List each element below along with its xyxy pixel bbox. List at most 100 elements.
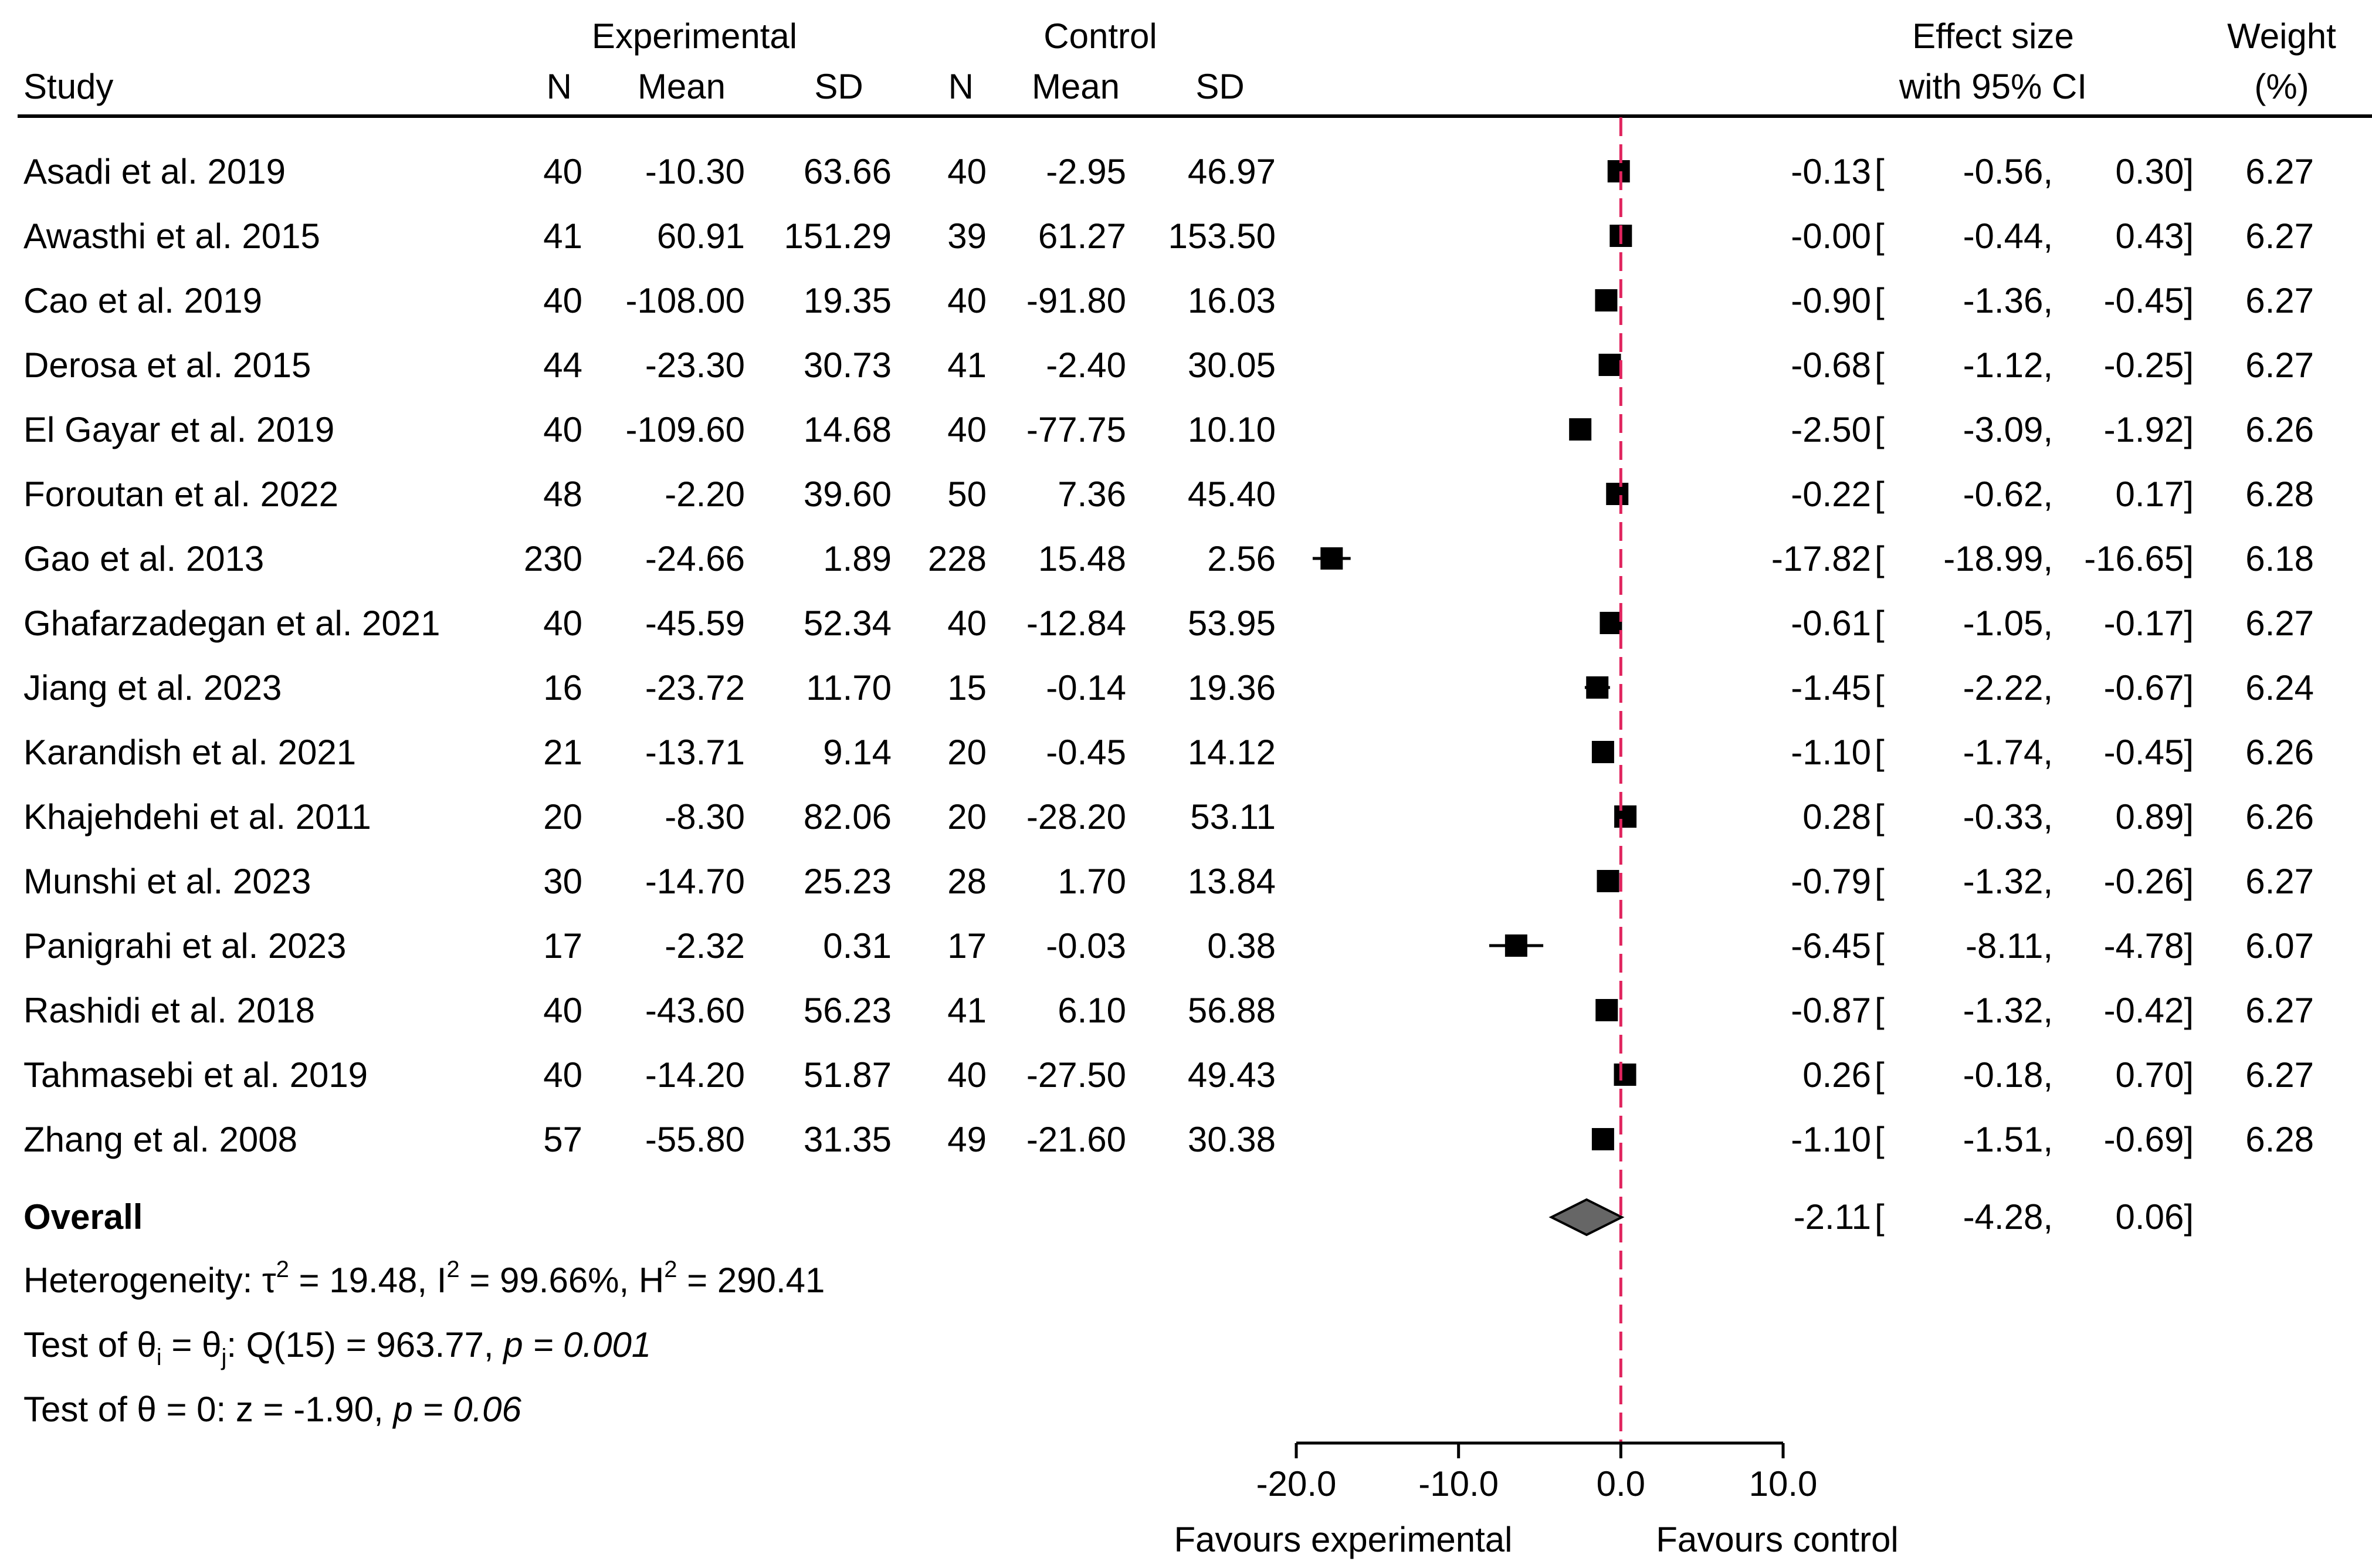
- ctl-sd: 19.36: [1188, 668, 1276, 707]
- table-header: Experimental Control Effect size Weight …: [18, 16, 2372, 118]
- effect-marker: [1591, 1128, 1614, 1150]
- ci-bracket: [: [1875, 539, 1885, 578]
- overall-row: Overall -2.11 [ -4.28, 0.06]: [23, 1197, 2194, 1237]
- study-name: Awasthi et al. 2015: [23, 216, 320, 256]
- exp-sd: 9.14: [823, 733, 892, 772]
- effect-marker: [1591, 741, 1614, 763]
- effect-size: -0.79: [1791, 862, 1871, 901]
- overall-diamond: [1548, 1198, 1625, 1237]
- table-row: Ghafarzadegan et al. 2021 40 -45.59 52.34 40…: [23, 604, 2314, 643]
- ci-bracket: [: [1875, 797, 1885, 837]
- effect-marker: [1320, 547, 1343, 570]
- table-row: Karandish et al. 2021 21 -13.71 9.14 20 -0.45…: [23, 733, 2314, 772]
- ci-lower: -1.51,: [1963, 1120, 2053, 1159]
- overall-effect-test: Test of θ = 0: z = -1.90, p = 0.06: [23, 1390, 522, 1429]
- study-name: Rashidi et al. 2018: [23, 991, 315, 1030]
- effect-marker: [1504, 934, 1527, 957]
- weight: 6.28: [2245, 475, 2314, 514]
- table-row: Gao et al. 2013 230 -24.66 1.89 228 15.48 2.56…: [23, 539, 2314, 578]
- ci-upper: 0.70]: [2116, 1055, 2194, 1095]
- exp-n: 40: [543, 410, 582, 449]
- ctl-sd: 30.05: [1188, 346, 1276, 385]
- ctl-mean: -28.20: [1026, 797, 1126, 837]
- ctl-mean: 7.36: [1058, 475, 1126, 514]
- exp-mean: -10.30: [645, 152, 745, 191]
- exp-n: 48: [543, 475, 582, 514]
- ctl-n: 28: [947, 862, 987, 901]
- ctl-mean: -2.95: [1046, 152, 1126, 191]
- ctl-mean: 1.70: [1058, 862, 1126, 901]
- x-axis: -20.0 -10.0 0.0 10.0 Favours experimental Fav…: [1174, 1441, 1899, 1559]
- table-row: Asadi et al. 2019 40 -10.30 63.66 40 -2.95 46.…: [23, 152, 2314, 191]
- ctl-sd: 13.84: [1188, 862, 1276, 901]
- ctl-n: 228: [928, 539, 987, 578]
- ctl-n: 20: [947, 733, 987, 772]
- ci-upper: -0.45]: [2104, 733, 2194, 772]
- exp-n: 40: [543, 1055, 582, 1095]
- weight: 6.18: [2245, 539, 2314, 578]
- exp-n: 40: [543, 281, 582, 320]
- exp-n: 230: [524, 539, 582, 578]
- ci-lower: -1.05,: [1963, 604, 2053, 643]
- ctl-sd: 16.03: [1188, 281, 1276, 320]
- header-effect-size: Effect size: [1912, 16, 2074, 56]
- exp-n: 21: [543, 733, 582, 772]
- ctl-mean: -27.50: [1026, 1055, 1126, 1095]
- study-rows: Asadi et al. 2019 40 -10.30 63.66 40 -2.95 46.…: [23, 152, 2314, 1159]
- ci-lower: -18.99,: [1943, 539, 2053, 578]
- ci-upper: -1.92]: [2104, 410, 2194, 449]
- effect-size: -0.22: [1791, 475, 1871, 514]
- overall-label: Overall: [23, 1197, 143, 1237]
- study-name: Cao et al. 2019: [23, 281, 262, 320]
- effect-size: -6.45: [1791, 926, 1871, 966]
- effect-marker: [1595, 289, 1618, 311]
- exp-sd: 56.23: [804, 991, 892, 1030]
- exp-sd: 11.70: [806, 668, 892, 707]
- exp-n: 40: [543, 604, 582, 643]
- ctl-sd: 10.10: [1188, 410, 1276, 449]
- header-ctl-mean: Mean: [1032, 67, 1120, 106]
- ci-upper: -0.45]: [2104, 281, 2194, 320]
- table-row: Foroutan et al. 2022 48 -2.20 39.60 50 7.36 45…: [23, 475, 2314, 514]
- study-name: Foroutan et al. 2022: [23, 475, 338, 514]
- ctl-n: 41: [947, 991, 987, 1030]
- exp-n: 16: [543, 668, 582, 707]
- ctl-n: 20: [947, 797, 987, 837]
- exp-n: 20: [543, 797, 582, 837]
- study-name: Munshi et al. 2023: [23, 862, 311, 901]
- exp-mean: -45.59: [645, 604, 745, 643]
- exp-mean: -14.70: [645, 862, 745, 901]
- effect-size: -0.13: [1791, 152, 1871, 191]
- table-row: Awasthi et al. 2015 41 60.91 151.29 39 61.27 1…: [23, 216, 2314, 256]
- ci-bracket: [: [1875, 991, 1885, 1030]
- header-weight-pct: (%): [2254, 67, 2309, 106]
- header-exp-mean: Mean: [638, 67, 726, 106]
- effect-size: -2.50: [1791, 410, 1871, 449]
- exp-mean: -8.30: [665, 797, 745, 837]
- ctl-sd: 53.95: [1188, 604, 1276, 643]
- header-ctl-n: N: [948, 67, 974, 106]
- ci-upper: -0.69]: [2104, 1120, 2194, 1159]
- ctl-mean: -0.45: [1046, 733, 1126, 772]
- study-name: Jiang et al. 2023: [23, 668, 282, 707]
- effect-size: -0.90: [1791, 281, 1871, 320]
- exp-mean: -14.20: [645, 1055, 745, 1095]
- ctl-sd: 2.56: [1207, 539, 1276, 578]
- ci-bracket: [: [1875, 926, 1885, 966]
- stats-block: Heterogeneity: τ2 = 19.48, I2 = 99.66%, …: [23, 1257, 825, 1429]
- exp-sd: 30.73: [804, 346, 892, 385]
- effect-marker: [1597, 870, 1619, 892]
- ctl-n: 40: [947, 1055, 987, 1095]
- study-name: Ghafarzadegan et al. 2021: [23, 604, 440, 643]
- ci-bracket: [: [1875, 862, 1885, 901]
- plot-marks: [1312, 117, 1637, 1443]
- ci-lower: -1.74,: [1963, 733, 2053, 772]
- ctl-mean: 6.10: [1058, 991, 1126, 1030]
- ctl-sd: 53.11: [1190, 797, 1276, 837]
- effect-marker: [1607, 160, 1630, 182]
- exp-sd: 52.34: [804, 604, 892, 643]
- exp-n: 30: [543, 862, 582, 901]
- effect-marker: [1598, 354, 1621, 376]
- exp-n: 40: [543, 152, 582, 191]
- weight: 6.26: [2245, 410, 2314, 449]
